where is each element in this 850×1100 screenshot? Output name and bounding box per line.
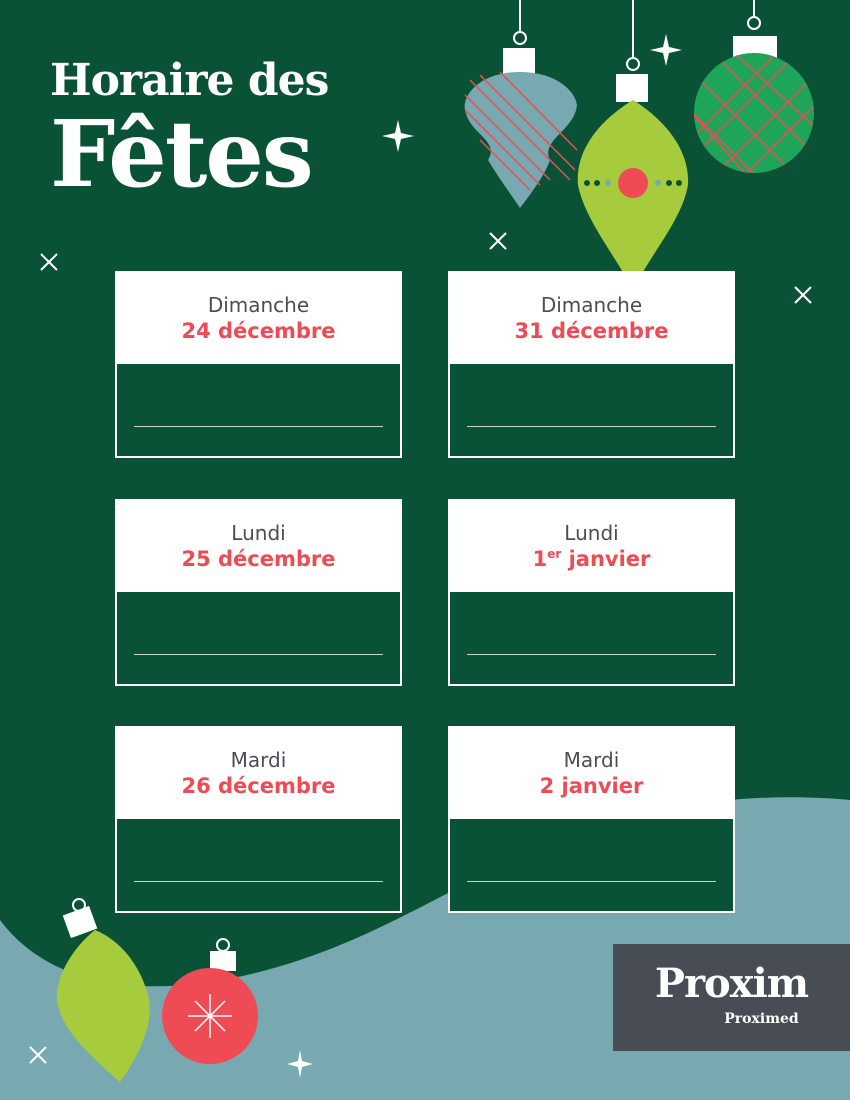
card-date: 25 décembre <box>181 547 336 571</box>
card-date: 2 janvier <box>539 774 644 798</box>
hours-line <box>467 426 716 427</box>
card-date: 26 décembre <box>181 774 336 798</box>
schedule-card: Mardi 26 décembre <box>115 726 402 913</box>
sparkle-icons <box>287 34 682 1078</box>
logo-sub: Proximed <box>724 1011 799 1027</box>
title-line1: Horaire des <box>50 55 329 106</box>
card-day: Dimanche <box>540 293 643 317</box>
schedule-card: Dimanche 31 décembre <box>448 271 735 458</box>
date-ordinal: er <box>547 547 562 561</box>
card-day: Mardi <box>230 748 287 772</box>
card-date: 31 décembre <box>514 319 669 343</box>
card-date: 24 décembre <box>181 319 336 343</box>
card-day: Lundi <box>564 521 619 545</box>
hours-line <box>134 881 383 882</box>
card-date: 1er janvier <box>450 547 733 571</box>
hours-line <box>467 881 716 882</box>
card-day: Mardi <box>563 748 620 772</box>
schedule-card: Mardi 2 janvier <box>448 726 735 913</box>
hours-line <box>134 654 383 655</box>
logo-main: Proxim <box>654 960 809 1007</box>
ornament-lime-icon <box>577 0 689 290</box>
schedule-card: Lundi 25 décembre <box>115 499 402 686</box>
ornament-bottom-lime-icon <box>56 898 150 1082</box>
cross-sparkle-icons <box>29 232 812 1064</box>
date-month: janvier <box>561 547 651 571</box>
card-day: Dimanche <box>207 293 310 317</box>
ornament-teal-icon <box>464 0 578 208</box>
schedule-card: Lundi 1er janvier <box>448 499 735 686</box>
hours-line <box>467 654 716 655</box>
card-day: Lundi <box>231 521 286 545</box>
proxim-logo: Proxim Proximed <box>613 944 850 1051</box>
schedule-card: Dimanche 24 décembre <box>115 271 402 458</box>
ornament-bottom-red-icon <box>162 938 258 1064</box>
hours-line <box>134 426 383 427</box>
title-line2: Fêtes <box>50 100 314 208</box>
date-number: 1 <box>532 547 548 571</box>
